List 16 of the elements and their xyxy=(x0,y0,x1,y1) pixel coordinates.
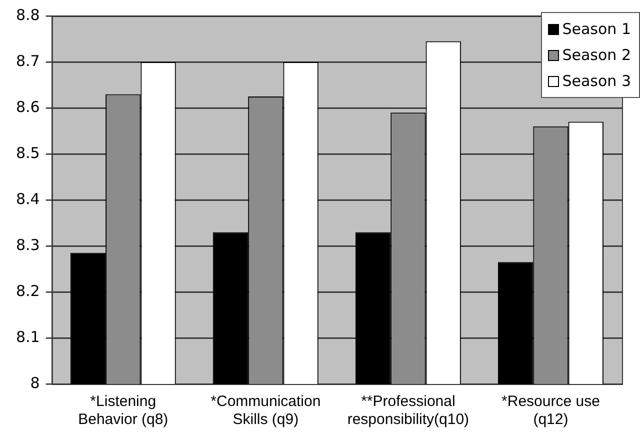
x-tick-label: *Communication Skills (q9) xyxy=(210,393,321,428)
legend-label: Season 3 xyxy=(562,71,631,92)
x-tick-label: *Listening Behavior (q8) xyxy=(78,393,168,428)
y-tick-label: 8.7 xyxy=(16,52,40,70)
y-tick-label: 8.1 xyxy=(16,328,40,346)
y-tick-label: 8.3 xyxy=(16,236,40,254)
legend-label: Season 2 xyxy=(562,45,631,66)
y-tick-label: 8.2 xyxy=(16,282,40,300)
legend-label: Season 1 xyxy=(562,19,631,40)
y-tick-label: 8 xyxy=(30,374,40,392)
x-tick-label: *Resource use (q12) xyxy=(502,393,600,428)
y-tick-label: 8.8 xyxy=(16,6,40,24)
x-tick-label: **Professional responsibility(q10) xyxy=(347,393,470,428)
y-tick-label: 8.6 xyxy=(16,98,40,116)
y-tick-label: 8.4 xyxy=(16,190,40,208)
y-tick-label: 8.5 xyxy=(16,144,40,162)
